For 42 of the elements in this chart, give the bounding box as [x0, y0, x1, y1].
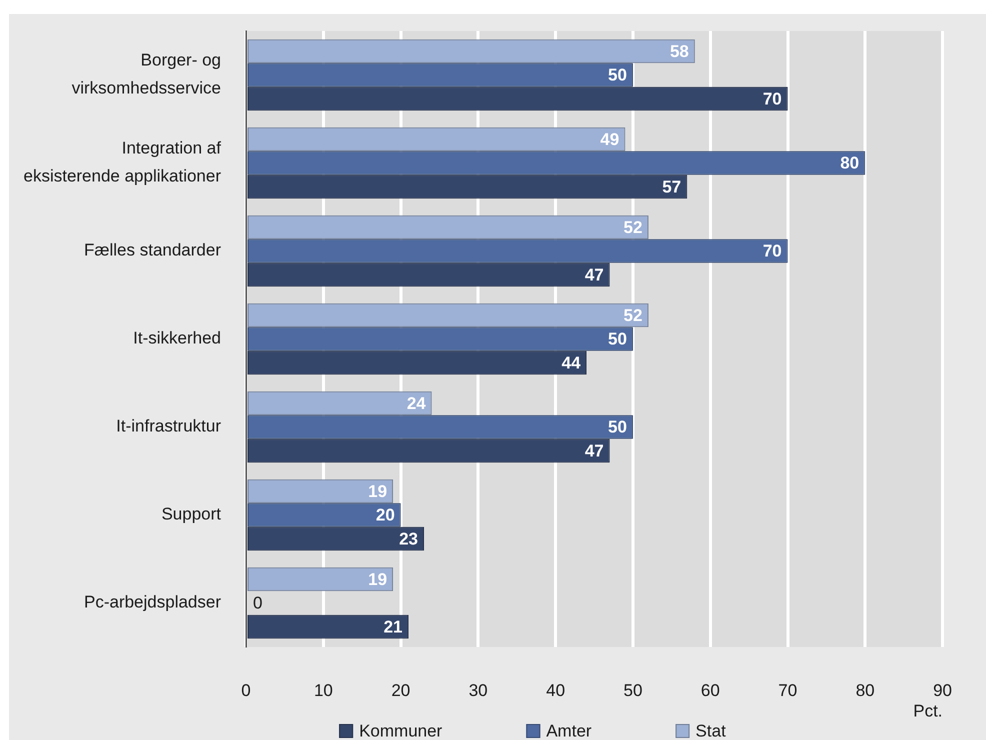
y-tick-label: Pc-arbejdspladser	[84, 592, 222, 612]
x-tick-label: 80	[856, 680, 875, 700]
x-tick-label: 20	[391, 680, 410, 700]
data-label: 23	[399, 529, 418, 548]
data-label: 52	[624, 306, 642, 325]
data-label: 20	[376, 506, 395, 525]
y-tick-label: Fælles standarder	[84, 240, 222, 260]
data-label: 47	[584, 441, 604, 460]
data-label: 44	[562, 353, 582, 372]
legend-label: Amter	[546, 722, 592, 740]
data-label: 52	[624, 218, 642, 237]
data-label: 0	[253, 594, 262, 613]
data-label: 57	[662, 177, 682, 196]
data-label: 24	[406, 394, 426, 413]
y-tick-label: Borger- og virksomhedsservice	[72, 50, 221, 98]
data-label: 70	[762, 89, 782, 108]
x-tick-label: 10	[314, 680, 333, 700]
data-label: 21	[384, 617, 403, 636]
data-label: 47	[584, 265, 604, 284]
legend-label: Kommuner	[359, 722, 443, 740]
x-tick-label: 40	[546, 680, 566, 700]
data-label: 19	[368, 570, 388, 589]
x-tick-label: 50	[624, 680, 642, 700]
data-label: 50	[608, 330, 627, 349]
x-tick-label: 30	[468, 680, 488, 700]
x-tick-label: 0	[241, 680, 251, 700]
y-tick-label: It-sikkerhed	[133, 328, 221, 348]
data-label: 58	[670, 42, 689, 61]
legend-label: Stat	[696, 722, 726, 740]
data-label: 19	[368, 482, 388, 501]
x-tick-label: 70	[778, 680, 798, 700]
data-label: 80	[840, 154, 860, 173]
y-tick-label: It-infrastruktur	[116, 416, 222, 436]
x-tick-label: 60	[700, 680, 720, 700]
y-tick-label: Integration af eksisterende applikationer	[23, 138, 222, 186]
data-label: 70	[762, 242, 782, 261]
data-label: 50	[608, 418, 627, 437]
data-label: 49	[600, 130, 620, 149]
y-tick-label: Support	[161, 504, 222, 524]
x-axis-title: Pct.	[913, 701, 943, 720]
x-tick-label: 90	[933, 680, 952, 700]
data-label: 50	[608, 66, 627, 85]
